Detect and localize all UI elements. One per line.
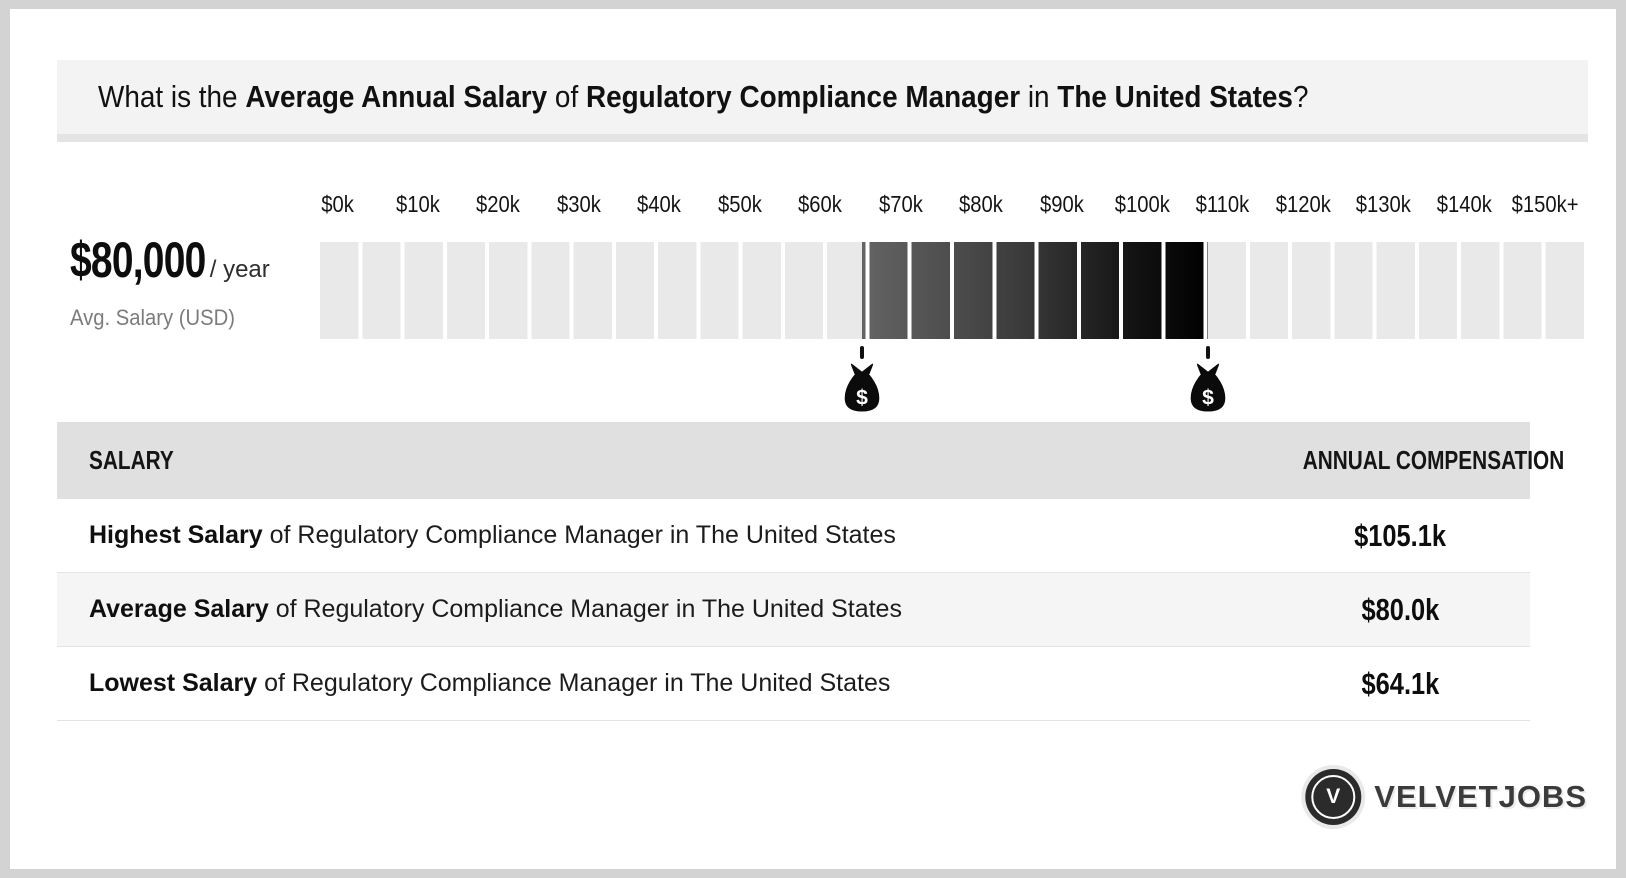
logo-monogram: V [1326, 785, 1341, 808]
title-suffix: ? [1292, 79, 1309, 114]
annual-compensation-header-label: ANNUAL COMPENSATION [1302, 445, 1565, 475]
axis-tick-label: $110k [1195, 191, 1250, 217]
axis-tick-label: $120k [1275, 191, 1331, 217]
axis-tick-label: $60k [798, 191, 843, 217]
salary-range-bar: $ $ [320, 242, 1588, 412]
marker-tick [859, 346, 864, 359]
table-body: Highest Salary of Regulatory Compliance … [57, 499, 1530, 721]
highest-salary-marker: $ [1186, 346, 1230, 413]
row-label-rest: of Regulatory Compliance Manager in The … [268, 595, 902, 623]
title-bold-average-annual-salary: Average Annual Salary [245, 79, 548, 114]
table-header-row: SALARY ANNUAL COMPENSATION [57, 422, 1565, 499]
infographic-card: What is the Average Annual Salary of Reg… [10, 9, 1616, 869]
table-row: Highest Salary of Regulatory Compliance … [57, 499, 1530, 573]
salary-axis-ticks: $0k $10k $20k $30k $40k $50k $60k $70k $80k $90k $… [297, 191, 1585, 221]
row-label-bold: Lowest Salary [89, 669, 258, 697]
title-bold-job: Regulatory Compliance Manager [585, 79, 1021, 114]
axis-tick-label: $10k [395, 191, 440, 217]
average-salary-amount: $80,000 [70, 232, 206, 288]
logo-circle-icon: V [1305, 769, 1362, 825]
page-title: What is the Average Annual Salary of Reg… [98, 79, 1308, 115]
row-value: $105.1k [1354, 517, 1446, 553]
row-value: $64.1k [1361, 665, 1439, 701]
row-label-rest: of Regulatory Compliance Manager in The … [257, 669, 891, 697]
table-row: Average Salary of Regulatory Compliance … [57, 573, 1530, 647]
money-bag-icon: $ [1191, 363, 1226, 412]
logo-wordmark: VELVETJOBS [1374, 779, 1587, 814]
title-mid2: in [1020, 79, 1058, 114]
header-cell-salary: SALARY [57, 445, 1270, 476]
axis-tick-label: $70k [878, 191, 923, 217]
title-banner: What is the Average Annual Salary of Reg… [57, 60, 1588, 142]
axis-tick-label: $130k [1356, 191, 1412, 217]
title-prefix: What is the [98, 79, 246, 114]
compensation-table: SALARY ANNUAL COMPENSATION Highest Salar… [57, 422, 1565, 721]
marker-tick [1206, 346, 1211, 359]
velvetjobs-logo[interactable]: V VELVETJOBS [1305, 769, 1587, 825]
row-label-bold: Average Salary [89, 595, 269, 623]
axis-tick-label: $0k [320, 191, 354, 217]
money-bag-icon: $ [844, 363, 880, 412]
axis-tick-label: $100k [1114, 191, 1170, 217]
row-label-rest: of Regulatory Compliance Manager in The … [262, 521, 896, 549]
axis-tick-label: $90k [1039, 191, 1084, 217]
title-mid1: of [547, 79, 586, 114]
axis-tick-label: $40k [637, 191, 682, 217]
axis-tick-label: $30k [556, 191, 601, 217]
axis-tick-label: $150k+ [1511, 191, 1579, 217]
row-label-bold: Highest Salary [89, 521, 263, 549]
svg-text:$: $ [1203, 386, 1215, 409]
table-row: Lowest Salary of Regulatory Compliance M… [57, 647, 1530, 721]
logo-ring: V [1311, 775, 1356, 819]
axis-tick-label: $50k [717, 191, 762, 217]
row-value: $80.0k [1361, 591, 1439, 627]
salary-summary: $80,000/ year Avg. Salary (USD) [70, 231, 270, 331]
avg-salary-caption: Avg. Salary (USD) [70, 305, 235, 330]
lowest-salary-marker: $ [840, 346, 884, 413]
axis-tick-label: $140k [1436, 191, 1492, 217]
salary-header-label: SALARY [89, 445, 174, 475]
header-cell-annual-compensation: ANNUAL COMPENSATION [1270, 445, 1565, 476]
row-label: Average Salary of Regulatory Compliance … [57, 595, 1270, 624]
title-bold-country: The United States [1057, 79, 1293, 114]
row-label: Highest Salary of Regulatory Compliance … [57, 521, 1270, 550]
per-year-label: / year [209, 256, 270, 283]
salary-bar-segment-gaps [320, 242, 1588, 339]
row-label: Lowest Salary of Regulatory Compliance M… [57, 669, 1270, 698]
svg-text:$: $ [856, 386, 868, 409]
axis-tick-label: $80k [959, 191, 1004, 217]
axis-tick-label: $20k [476, 191, 521, 217]
